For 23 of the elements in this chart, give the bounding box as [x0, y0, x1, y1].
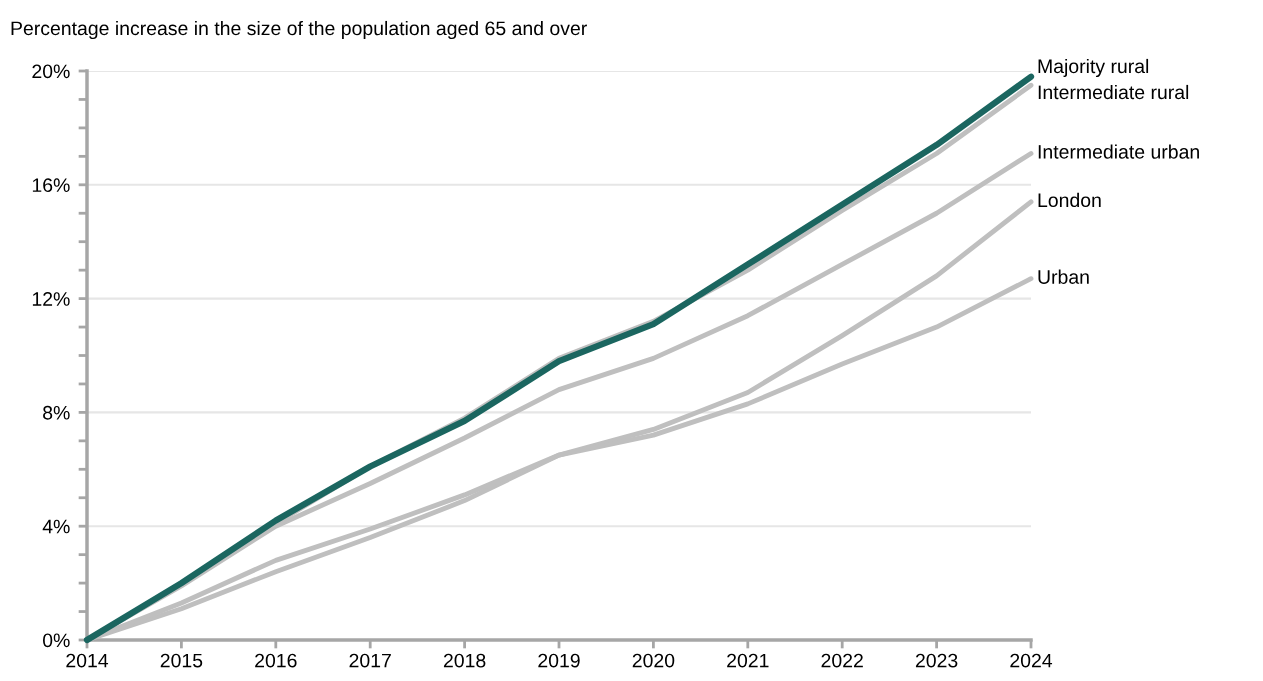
- x-tick-label: 2020: [632, 653, 675, 668]
- y-tick-label: 4%: [42, 519, 70, 534]
- x-tick-label: 2021: [727, 653, 769, 668]
- x-tick-label: 2015: [160, 653, 203, 668]
- x-tick-label: 2024: [1010, 653, 1053, 668]
- series-label: Intermediate rural: [1038, 84, 1189, 100]
- series-label: Majority rural: [1038, 58, 1149, 78]
- y-tick-label: 0%: [42, 633, 70, 648]
- x-tick-label: 2014: [66, 653, 109, 668]
- series-label: Intermediate urban: [1038, 144, 1199, 159]
- series-label: Urban: [1038, 269, 1089, 284]
- y-tick-label: 12%: [32, 292, 70, 306]
- y-tick-label: 8%: [43, 405, 70, 420]
- series-label: London: [1038, 192, 1101, 208]
- x-tick-label: 2023: [915, 653, 958, 668]
- x-tick-label: 2017: [349, 653, 391, 668]
- y-tick-label: 16%: [32, 178, 70, 193]
- y-tick-label: 20%: [32, 64, 70, 79]
- chart-title: Percentage increase in the size of the population aged 65 and over: [11, 20, 587, 40]
- x-tick-label: 2019: [538, 653, 580, 668]
- x-tick-label: 2016: [255, 653, 297, 668]
- x-tick-label: 2022: [821, 653, 863, 668]
- x-tick-label: 2018: [443, 653, 486, 668]
